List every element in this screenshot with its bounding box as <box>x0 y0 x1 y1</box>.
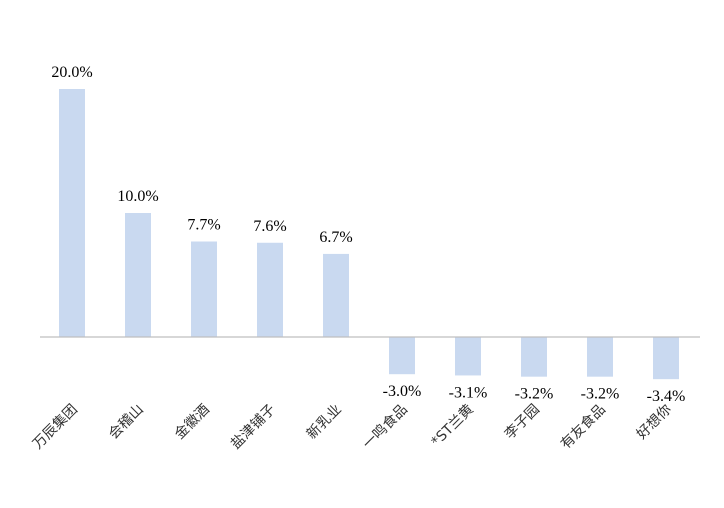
value-label-1: 20.0% <box>51 64 92 81</box>
category-labels-group: 万辰集团 会稽山 金徽酒 盐津铺子 新乳业 一鸣食品 *ST兰黄 李子园 有友食品 好想你 <box>29 401 675 453</box>
bar-1 <box>59 89 85 337</box>
value-label-8: -3.2% <box>515 386 554 403</box>
category-label-3: 金徽酒 <box>172 402 213 443</box>
bar-6 <box>389 337 415 375</box>
bar-5 <box>323 253 349 337</box>
value-label-4: 7.6% <box>253 218 286 235</box>
value-label-10: -3.4% <box>647 388 686 405</box>
value-label-5: 6.7% <box>319 229 352 246</box>
category-label-10: 好想你 <box>634 402 675 443</box>
category-label-2: 会稽山 <box>106 402 147 443</box>
category-label-4: 盐津铺子 <box>228 402 279 453</box>
bar-2 <box>125 213 151 337</box>
value-label-7: -3.1% <box>449 384 488 401</box>
category-label-9: 有友食品 <box>557 401 609 453</box>
category-label-1: 万辰集团 <box>29 401 81 453</box>
value-labels-group: 20.0% 10.0% 7.7% 7.6% 6.7% -3.0% -3.1% -3.2% -3.… <box>51 64 685 405</box>
category-label-8: 李子园 <box>502 402 543 443</box>
category-label-6: 一鸣食品 <box>359 401 411 453</box>
bar-10 <box>653 337 679 380</box>
value-label-2: 10.0% <box>117 188 158 205</box>
bar-3 <box>191 241 217 337</box>
bar-4 <box>257 242 283 337</box>
bar-7 <box>455 337 481 376</box>
category-label-5: 新乳业 <box>304 402 345 443</box>
bars-group <box>59 89 679 380</box>
value-label-6: -3.0% <box>383 383 422 400</box>
bar-8 <box>521 337 547 377</box>
value-label-3: 7.7% <box>187 217 220 234</box>
category-label-7: *ST兰黄 <box>428 401 477 450</box>
value-label-9: -3.2% <box>581 386 620 403</box>
bar-9 <box>587 337 613 377</box>
